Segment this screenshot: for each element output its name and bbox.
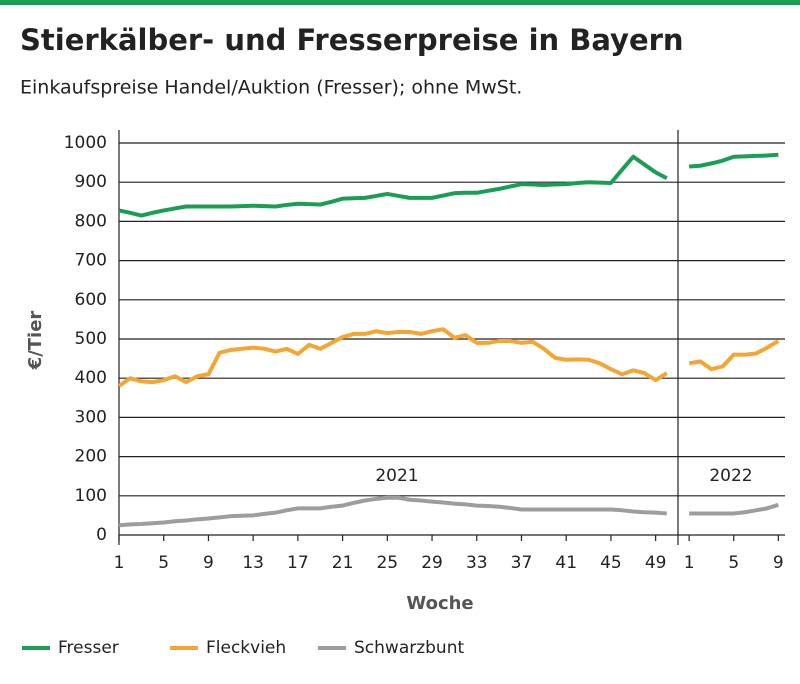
y-tick-label: 800 bbox=[75, 211, 107, 231]
x-tick-label: 45 bbox=[600, 553, 622, 573]
y-tick-label: 0 bbox=[96, 525, 107, 545]
x-tick-label: 29 bbox=[421, 553, 443, 573]
chart-subtitle: Einkaufspreise Handel/Auktion (Fresser);… bbox=[20, 77, 522, 99]
x-tick-label: 25 bbox=[376, 553, 398, 573]
y-tick-label: 900 bbox=[75, 172, 107, 192]
y-tick-label: 100 bbox=[75, 486, 107, 506]
x-tick-label: 37 bbox=[511, 553, 533, 573]
series-line bbox=[117, 327, 668, 388]
x-tick-label: 9 bbox=[773, 553, 784, 573]
y-axis-label: €/Tier bbox=[25, 311, 46, 371]
y-tick-label: 1000 bbox=[64, 133, 107, 153]
x-tick-label: 5 bbox=[728, 553, 739, 573]
x-tick-label: 9 bbox=[203, 553, 214, 573]
y-tick-label: 200 bbox=[75, 447, 107, 467]
legend-label: Schwarzbunt bbox=[354, 638, 464, 658]
x-tick-label: 13 bbox=[242, 553, 264, 573]
x-axis-label: Woche bbox=[406, 593, 473, 614]
x-tick-label: 41 bbox=[555, 553, 577, 573]
chart-title: Stierkälber- und Fresserpreise in Bayern bbox=[20, 23, 684, 57]
series-line bbox=[689, 152, 779, 169]
panel-label: 2022 bbox=[709, 466, 752, 486]
y-tick-label: 300 bbox=[75, 407, 107, 427]
y-tick-label: 400 bbox=[75, 368, 107, 388]
x-tick-label: 33 bbox=[466, 553, 488, 573]
series-line bbox=[118, 154, 668, 218]
y-tick-label: 700 bbox=[75, 251, 107, 271]
x-tick-label: 17 bbox=[287, 553, 309, 573]
legend-label: Fresser bbox=[58, 638, 119, 658]
x-tick-label: 1 bbox=[114, 553, 125, 573]
x-tick-label: 1 bbox=[684, 553, 695, 573]
series-line bbox=[688, 339, 780, 372]
y-tick-label: 600 bbox=[75, 290, 107, 310]
x-tick-label: 21 bbox=[332, 553, 354, 573]
legend-label: Fleckvieh bbox=[206, 638, 286, 658]
series-line bbox=[118, 495, 667, 528]
top-bar bbox=[0, 0, 800, 5]
panel-label: 2021 bbox=[375, 466, 418, 486]
y-tick-label: 500 bbox=[75, 329, 107, 349]
x-tick-label: 49 bbox=[645, 553, 667, 573]
x-tick-label: 5 bbox=[158, 553, 169, 573]
series-line bbox=[689, 502, 779, 516]
